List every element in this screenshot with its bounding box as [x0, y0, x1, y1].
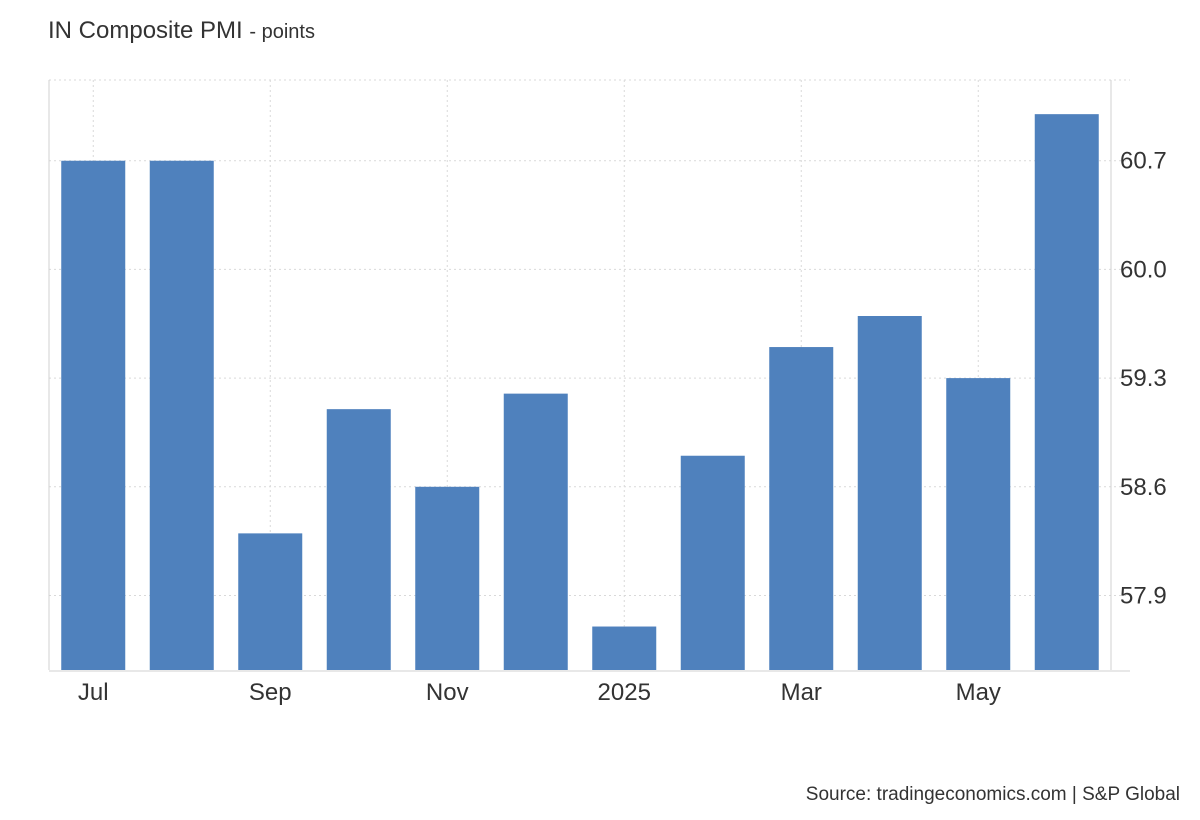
- y-tick-label: 59.3: [1120, 365, 1167, 392]
- chart-unit: - points: [249, 21, 315, 43]
- bar-aug: [149, 160, 214, 670]
- x-axis-labels: Jul Sep Nov 2025 Mar May: [78, 679, 1001, 706]
- bar-mar: [769, 347, 834, 670]
- axes: [48, 80, 1130, 672]
- chart-title-text: IN Composite PMI: [48, 17, 243, 44]
- bar-2025: [592, 626, 657, 670]
- y-tick-label: 58.6: [1120, 474, 1167, 501]
- bar-nov: [415, 486, 480, 670]
- bar-dec: [503, 393, 568, 670]
- y-axis-labels: 57.9 58.6 59.3 60.0 60.7: [1120, 148, 1167, 610]
- x-tick-label: May: [956, 679, 1001, 706]
- bars-group: [61, 114, 1099, 670]
- x-tick-label: Mar: [781, 679, 822, 706]
- bar-may: [946, 378, 1011, 670]
- bar-jul: [61, 160, 126, 670]
- x-tick-label: Jul: [78, 679, 109, 706]
- y-tick-label: 57.9: [1120, 582, 1167, 609]
- source-note: Source: tradingeconomics.com | S&P Globa…: [805, 784, 1180, 805]
- bar-apr: [857, 316, 922, 670]
- bar-oct: [326, 409, 391, 670]
- y-tick-label: 60.7: [1120, 148, 1167, 175]
- x-tick-label: 2025: [598, 679, 651, 706]
- bar-feb: [680, 455, 745, 670]
- y-tick-label: 60.0: [1120, 256, 1167, 283]
- chart-title: IN Composite PMI - points: [48, 17, 315, 45]
- x-tick-label: Nov: [426, 679, 469, 706]
- bar-jun: [1034, 114, 1099, 670]
- bar-sep: [238, 533, 303, 670]
- x-tick-label: Sep: [249, 679, 292, 706]
